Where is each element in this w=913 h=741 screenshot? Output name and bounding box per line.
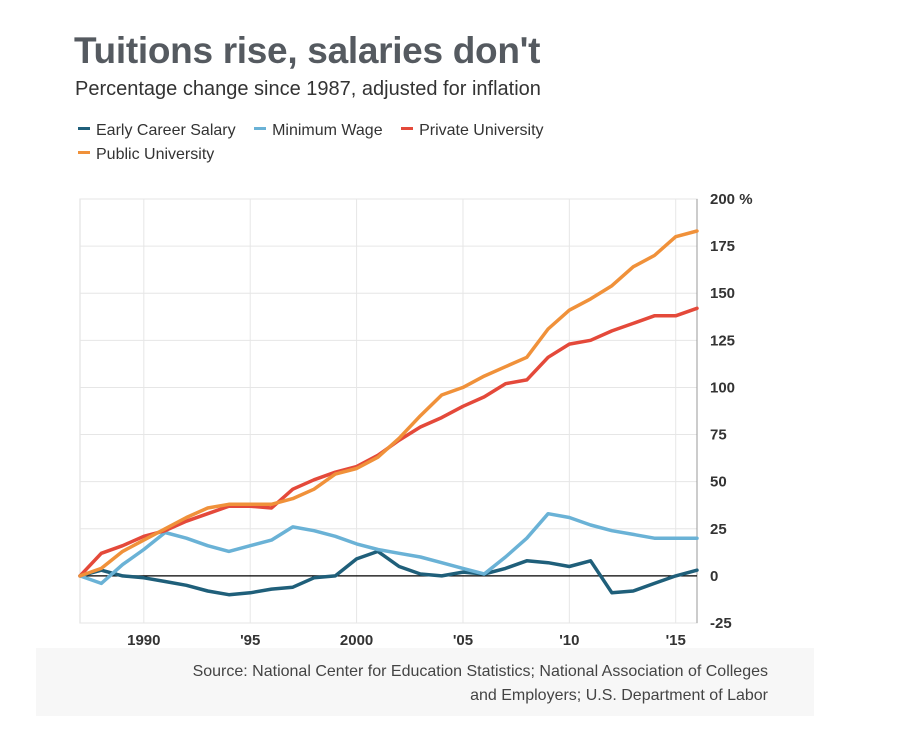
legend-swatch: [401, 127, 414, 131]
x-tick-label: 2000: [340, 632, 373, 649]
series-line-early-career-salary: [78, 549, 699, 597]
y-tick-label: -25: [710, 615, 732, 632]
y-tick-label: 75: [710, 427, 727, 444]
y-tick-label: 25: [710, 521, 727, 538]
legend-swatch: [254, 127, 267, 131]
series-line-public-university: [78, 229, 699, 578]
legend-swatch: [78, 151, 90, 155]
chart-legend: Early Career Salary Minimum Wage Private…: [78, 122, 638, 170]
x-tick-label: 1990: [127, 632, 160, 649]
x-tick-label: '10: [559, 632, 579, 649]
legend-label: Early Career Salary: [96, 122, 236, 139]
legend-label: Public University: [96, 146, 215, 163]
legend-item-minimum-wage: Minimum Wage: [254, 122, 383, 140]
source-note: Source: National Center for Education St…: [100, 660, 768, 708]
chart-title: Tuitions rise, salaries don't: [74, 30, 541, 71]
legend-item-private-university: Private University: [401, 122, 544, 140]
y-tick-label: 125: [710, 332, 735, 349]
x-tick-label: '05: [453, 632, 473, 649]
legend-swatch: [78, 127, 90, 131]
legend-item-early-career-salary: Early Career Salary: [78, 122, 236, 140]
y-tick-label: 100: [710, 379, 735, 396]
chart-subtitle: Percentage change since 1987, adjusted f…: [75, 78, 541, 100]
source-line-2: and Employers; U.S. Department of Labor: [470, 687, 768, 704]
x-tick-label: '95: [240, 632, 260, 649]
footer-band: [36, 648, 814, 716]
y-tick-label: 50: [710, 474, 727, 491]
y-tick-label: 0: [710, 568, 718, 585]
legend-label: Minimum Wage: [272, 122, 383, 139]
y-tick-label: 150: [710, 285, 735, 302]
y-tick-label: 175: [710, 238, 735, 255]
source-line-1: Source: National Center for Education St…: [192, 663, 768, 680]
legend-item-public-university: Public University: [78, 146, 214, 164]
x-tick-label: '15: [666, 632, 686, 649]
y-tick-label: 200 %: [710, 191, 753, 208]
series-line-minimum-wage: [78, 511, 699, 586]
legend-label: Private University: [419, 122, 544, 139]
